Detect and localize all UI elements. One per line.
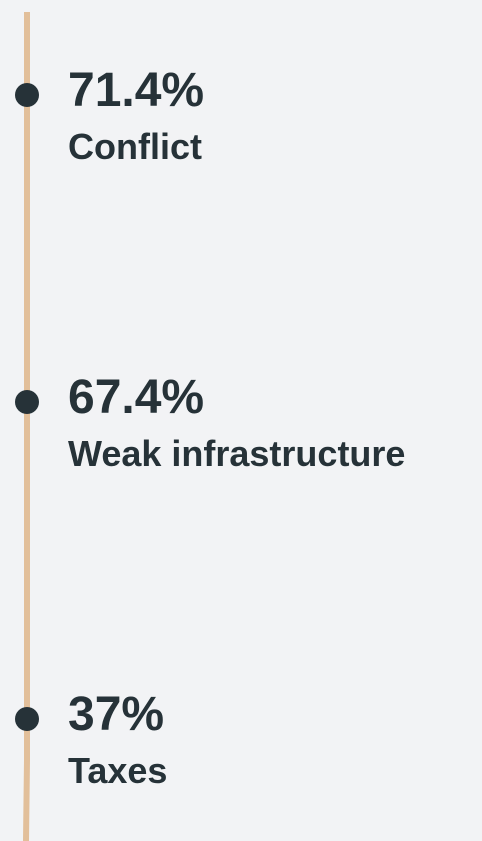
timeline-dot — [15, 390, 39, 414]
timeline-dot — [15, 707, 39, 731]
item-value: 67.4% — [68, 371, 204, 424]
item-label: Conflict — [68, 126, 202, 167]
timeline-line — [23, 12, 30, 841]
item-label: Weak infrastructure — [68, 433, 405, 474]
item-value: 37% — [68, 688, 164, 741]
items: 71.4% Conflict 67.4% Weak infrastructure 37%… — [15, 64, 405, 791]
item-label: Taxes — [68, 750, 167, 791]
item-value: 71.4% — [68, 64, 204, 117]
timeline-dot — [15, 83, 39, 107]
